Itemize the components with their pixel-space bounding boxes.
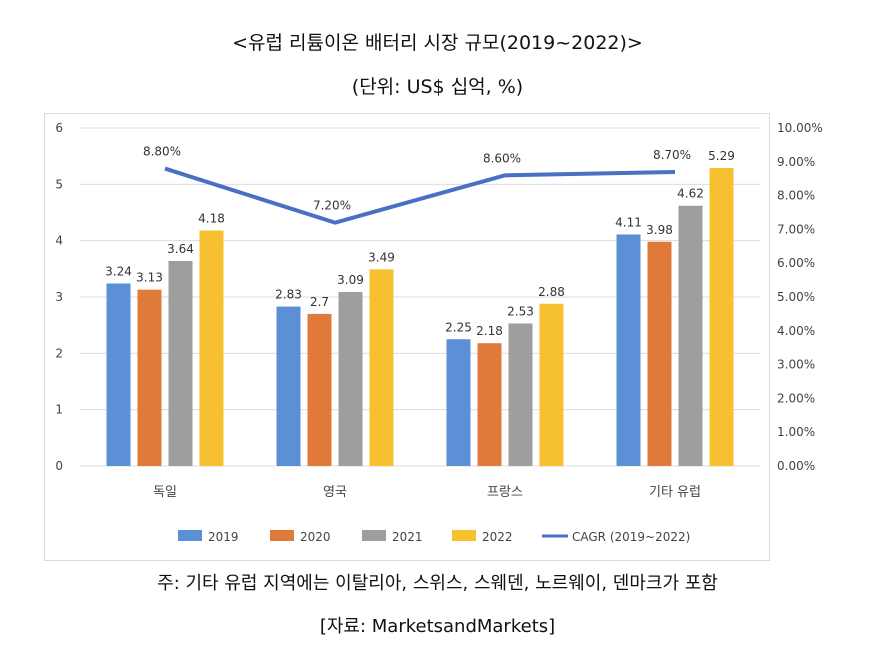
bar-value-label: 2.53	[507, 304, 534, 318]
cagr-value-label: 8.60%	[483, 151, 521, 165]
bar-2021	[508, 323, 533, 466]
y2-tick-label: 9.00%	[777, 155, 815, 169]
bar-value-label: 4.18	[198, 212, 225, 226]
bar-2022	[369, 269, 394, 466]
bar-2021	[338, 291, 363, 466]
bar-value-label: 3.09	[337, 273, 364, 287]
bar-value-label: 4.11	[615, 215, 642, 229]
bar-2022	[199, 230, 224, 466]
x-tick-label: 영국	[323, 485, 347, 500]
cagr-line	[164, 166, 676, 225]
footnote: 주: 기타 유럽 지역에는 이탈리아, 스위스, 스웨덴, 노르웨이, 덴마크가…	[157, 573, 718, 594]
bar-value-label: 3.13	[136, 271, 163, 285]
bar-value-label: 2.88	[538, 285, 565, 299]
bar-2019	[276, 306, 301, 466]
cagr-value-label: 7.20%	[313, 199, 351, 213]
chart-subtitle: (단위: US$ 십억, %)	[351, 76, 524, 98]
cagr-value-label: 8.80%	[143, 145, 181, 159]
y2-tick-label: 3.00%	[777, 358, 815, 372]
bar-value-label: 2.7	[310, 295, 329, 309]
x-tick-label: 독일	[153, 485, 177, 500]
legend-label: 2021	[392, 530, 423, 544]
bar-value-label: 4.62	[677, 187, 704, 201]
bar-2019	[106, 283, 131, 466]
bar-2020	[137, 289, 162, 466]
bar-2019	[446, 339, 471, 466]
y2-tick-label: 1.00%	[777, 425, 815, 439]
bar-2020	[647, 241, 672, 466]
bar-2021	[678, 205, 703, 467]
legend-label: 2020	[300, 530, 331, 544]
legend-swatch	[270, 530, 294, 541]
chart-title: <유럽 리튬이온 배터리 시장 규모(2019~2022)>	[232, 32, 643, 54]
y-tick-label: 1	[55, 403, 63, 417]
cagr-value-label: 8.70%	[653, 148, 691, 162]
y2-tick-label: 0.00%	[777, 459, 815, 473]
y2-tick-label: 10.00%	[777, 121, 823, 135]
legend-label: CAGR (2019~2022)	[572, 530, 690, 544]
bar-value-label: 5.29	[708, 149, 735, 163]
y2-tick-label: 7.00%	[777, 222, 815, 236]
legend-label: 2022	[482, 530, 513, 544]
legend-swatch	[178, 530, 202, 541]
bar-value-label: 2.18	[476, 324, 503, 338]
y-tick-label: 2	[55, 346, 63, 360]
bar-value-label: 3.98	[646, 223, 673, 237]
bar-2022	[709, 167, 734, 466]
bar-2021	[168, 260, 193, 466]
y2-tick-label: 5.00%	[777, 290, 815, 304]
bar-value-label: 3.24	[105, 264, 132, 278]
source-note: [자료: MarketsandMarkets]	[319, 616, 556, 637]
bar-value-label: 3.64	[167, 242, 194, 256]
bar-value-label: 2.25	[445, 320, 472, 334]
y2-tick-label: 8.00%	[777, 189, 815, 203]
x-tick-label: 기타 유럽	[649, 485, 701, 500]
y-tick-label: 6	[55, 121, 63, 135]
y-tick-label: 0	[55, 459, 63, 473]
bar-value-label: 2.83	[275, 288, 302, 302]
legend-swatch	[452, 530, 476, 541]
y-tick-label: 3	[55, 290, 63, 304]
y2-tick-label: 6.00%	[777, 256, 815, 270]
y-tick-label: 4	[55, 234, 63, 248]
y2-tick-label: 2.00%	[777, 391, 815, 405]
bar-2022	[539, 303, 564, 466]
y2-tick-label: 4.00%	[777, 324, 815, 338]
bar-2020	[477, 343, 502, 466]
bar-2020	[307, 313, 332, 466]
legend-label: 2019	[208, 530, 239, 544]
y-tick-label: 5	[55, 177, 63, 191]
legend-swatch	[362, 530, 386, 541]
x-tick-label: 프랑스	[487, 485, 523, 500]
bar-value-label: 3.49	[368, 250, 395, 264]
bar-2019	[616, 234, 641, 466]
